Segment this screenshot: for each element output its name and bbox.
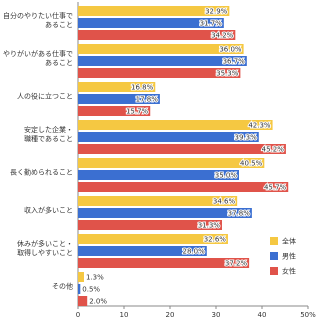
x-tick-label: 20 [166, 311, 175, 319]
bar [78, 208, 252, 218]
legend-label: 全体 [282, 237, 296, 246]
value-label: 32.9% [205, 8, 228, 16]
bar [78, 144, 286, 154]
category-label: 収入が多いこと [24, 206, 73, 215]
value-label: 2.0% [89, 298, 107, 306]
bar [78, 30, 236, 40]
bar [78, 94, 160, 104]
bar [78, 258, 250, 268]
bar [78, 220, 222, 230]
x-tick-label: 0 [76, 311, 80, 319]
value-label: 37.2% [225, 260, 248, 268]
category-label: 休みが多いこと・ 取得しやすいこと [17, 240, 73, 257]
bar [78, 44, 244, 54]
legend-swatch [270, 267, 278, 275]
value-label: 31.7% [200, 20, 223, 28]
value-label: 37.8% [228, 210, 251, 218]
value-label: 45.7% [264, 184, 287, 192]
bar [78, 120, 273, 130]
bar [78, 158, 265, 168]
value-label: 40.5% [240, 160, 263, 168]
bar [78, 296, 88, 306]
value-label: 34.2% [211, 32, 234, 40]
value-label: 34.6% [213, 198, 236, 206]
x-tick-label: 40 [258, 311, 267, 319]
bar [78, 68, 241, 78]
legend-label: 男性 [282, 252, 296, 261]
x-tick-label: 30 [212, 311, 221, 319]
bar [78, 132, 259, 142]
bar [78, 6, 230, 16]
bar [78, 182, 289, 192]
value-label: 35.0% [215, 172, 238, 180]
value-label: 39.3% [235, 134, 258, 142]
category-label: その他 [52, 282, 73, 291]
value-label: 16.8% [131, 84, 154, 92]
value-label: 35.3% [216, 70, 239, 78]
value-label: 28.0% [183, 248, 206, 256]
bar [78, 234, 228, 244]
category-label: 人の役に立つこと [17, 92, 73, 101]
value-label: 45.2% [262, 146, 285, 154]
bar [78, 170, 239, 180]
value-label: 32.6% [204, 236, 227, 244]
legend-swatch [270, 252, 278, 260]
value-label: 36.7% [223, 58, 246, 66]
value-label: 15.7% [126, 108, 149, 116]
value-label: 0.5% [82, 286, 100, 294]
value-label: 17.8% [136, 96, 159, 104]
bar [78, 196, 238, 206]
x-tick-label: 50% [300, 311, 316, 319]
legend-label: 女性 [282, 267, 296, 276]
value-label: 1.3% [86, 274, 104, 282]
bar [78, 18, 224, 28]
x-tick-label: 10 [120, 311, 129, 319]
category-label: 自分のやりたい仕事で あること [3, 12, 73, 29]
category-label: やりがいがある仕事で あること [3, 50, 73, 67]
value-label: 42.3% [248, 122, 271, 130]
bar [78, 272, 84, 282]
value-label: 36.0% [219, 46, 242, 54]
bar [78, 106, 151, 116]
value-label: 31.3% [198, 222, 221, 230]
bar [78, 284, 81, 294]
legend-swatch [270, 237, 278, 245]
bar [78, 82, 156, 92]
category-label: 長く勤められること [10, 168, 73, 177]
category-label: 安定した企業・ 職種であること [24, 126, 73, 143]
bar [78, 246, 207, 256]
bar [78, 56, 247, 66]
